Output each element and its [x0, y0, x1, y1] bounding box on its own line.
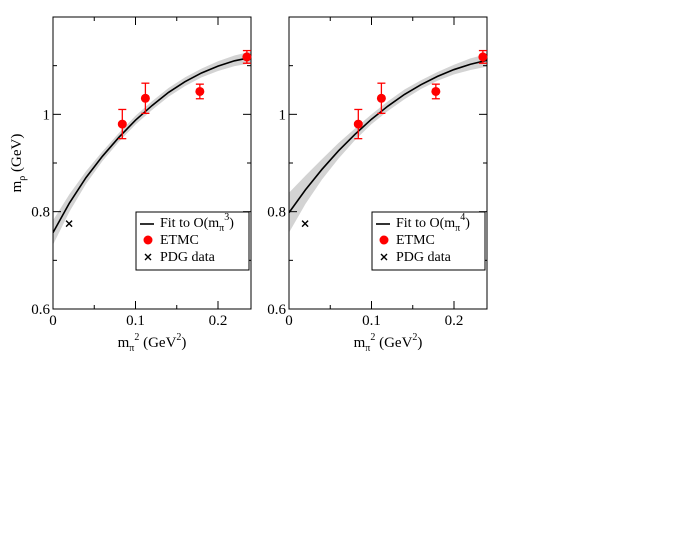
x-tick-label: 0.2 — [209, 313, 228, 329]
x-tick-label: 0.1 — [362, 313, 381, 329]
fit-curve — [53, 56, 251, 233]
x-axis-label-part-3: (GeV — [375, 335, 412, 351]
plot-area — [53, 51, 251, 245]
y-axis-label-part-0: m — [9, 180, 25, 192]
plot-area — [289, 53, 487, 233]
x-axis-label-part-1: π — [129, 343, 134, 354]
x-axis-label-part-3: (GeV — [139, 335, 176, 351]
etmc-point — [353, 119, 363, 129]
x-axis-label: mπ2 (GeV2) — [118, 332, 187, 354]
etmc-point — [140, 93, 150, 103]
etmc-point — [376, 93, 386, 103]
etmc-point — [242, 52, 252, 62]
legend-entry-1-part-0: Fit to O(m — [160, 216, 219, 231]
legend-entry-1-part-0: Fit to O(m — [396, 216, 455, 231]
x-axis-label: mπ2 (GeV2) — [354, 332, 423, 354]
x-tick-label: 0.2 — [445, 313, 464, 329]
x-axis-label-part-4: 2 — [176, 332, 181, 343]
legend-entry-3-part-0: PDG data — [396, 250, 452, 265]
legend-entry-1-part-3: ) — [465, 216, 470, 231]
x-axis-label-part-0: m — [354, 335, 366, 351]
y-tick-label: 0.6 — [31, 302, 50, 318]
x-tick-label: 0 — [285, 313, 293, 329]
x-tick-label: 0.1 — [126, 313, 145, 329]
legend-entry-1-part-2: 3 — [224, 212, 229, 223]
legend-box — [135, 211, 250, 271]
x-axis-label-part-2: 2 — [134, 332, 139, 343]
fit-error-band — [289, 53, 487, 233]
legend-entry-2-part-0: ETMC — [160, 233, 199, 248]
legend-x-swatch — [144, 253, 152, 261]
y-axis-label-group: mρ (GeV) — [9, 134, 28, 193]
legend-entry-2-part-0: ETMC — [396, 233, 435, 248]
legend-circle-swatch — [143, 235, 153, 245]
legend-entry-1-part-1: π — [219, 223, 224, 234]
legend-entry-3: PDG data — [396, 250, 452, 265]
y-axis-label-part-2: (GeV) — [9, 134, 25, 176]
etmc-point — [431, 86, 441, 96]
etmc-point — [478, 52, 488, 62]
y-tick-label: 0.8 — [31, 205, 50, 221]
legend-entry-1: Fit to O(mπ4) — [396, 212, 470, 234]
etmc-point — [117, 119, 127, 129]
fit-curve — [289, 59, 487, 214]
legend-entry-1-part-3: ) — [229, 216, 234, 231]
y-tick-label: 1 — [279, 107, 287, 123]
y-tick-label: 0.8 — [267, 205, 286, 221]
pdg-point — [65, 220, 73, 228]
legend-entry-3-part-0: PDG data — [160, 250, 216, 265]
x-axis-label-part-5: ) — [417, 335, 422, 351]
legend-x-swatch — [380, 253, 388, 261]
x-axis-label-part-2: 2 — [370, 332, 375, 343]
pdg-point — [301, 220, 309, 228]
x-axis-label-part-0: m — [118, 335, 130, 351]
etmc-point — [195, 86, 205, 96]
legend-circle-swatch — [379, 235, 389, 245]
x-axis-label-part-4: 2 — [412, 332, 417, 343]
x-axis-label-part-1: π — [365, 343, 370, 354]
legend-entry-2: ETMC — [396, 233, 435, 248]
legend-entry-3: PDG data — [160, 250, 216, 265]
x-tick-label: 0 — [49, 313, 57, 329]
legend-box — [371, 211, 486, 271]
legend-entry-2: ETMC — [160, 233, 199, 248]
y-tick-label: 0.6 — [267, 302, 286, 318]
y-axis-label: mρ (GeV) — [9, 134, 28, 193]
y-axis-label-part-1: ρ — [17, 176, 28, 181]
legend-entry-1-part-1: π — [455, 223, 460, 234]
x-axis-label-part-5: ) — [181, 335, 186, 351]
legend-entry-1: Fit to O(mπ3) — [160, 212, 234, 234]
legend-entry-1-part-2: 4 — [460, 212, 465, 223]
y-tick-label: 1 — [43, 107, 51, 123]
